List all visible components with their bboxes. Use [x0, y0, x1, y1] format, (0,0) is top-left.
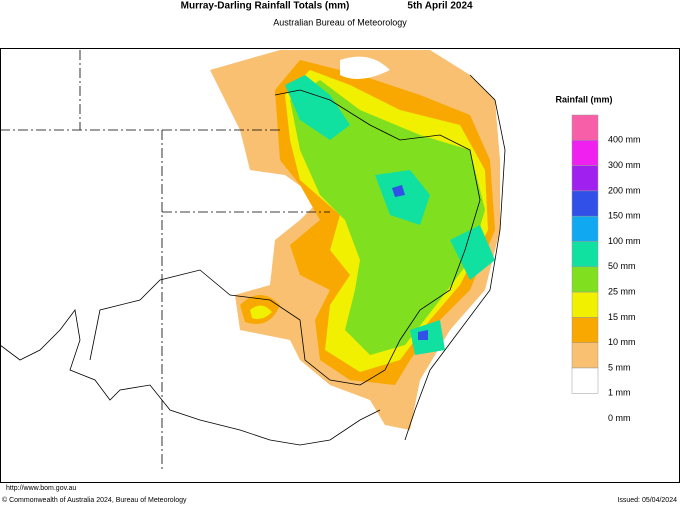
- legend-swatch: [571, 367, 599, 394]
- legend-swatch: [571, 140, 599, 166]
- legend-label: 1 mm: [608, 388, 631, 398]
- state-borders: [0, 50, 330, 470]
- zone-dry: [340, 56, 390, 79]
- url: http://www.bom.gov.au: [6, 485, 76, 492]
- zone-50mm: [285, 75, 495, 355]
- legend-swatch: [571, 114, 599, 141]
- zone-25mm: [290, 80, 485, 355]
- legend-label: 150 mm: [608, 211, 641, 221]
- legend-swatch: [571, 215, 599, 242]
- legend-label: 5 mm: [608, 362, 631, 372]
- legend-label: 100 mm: [608, 236, 641, 246]
- legend: 400 mm 300 mm 200 mm 150 mm 100 mm 50 mm 25 mm…: [571, 114, 641, 423]
- boundaries: [0, 50, 506, 470]
- legend-swatch: [571, 291, 599, 318]
- legend-title: Rainfall (mm): [555, 94, 612, 104]
- basin-outline: [89, 89, 481, 386]
- legend-label: 10 mm: [608, 337, 636, 347]
- legend-label: 200 mm: [608, 185, 641, 195]
- legend-label: 0 mm: [608, 413, 631, 423]
- legend-swatch: [571, 241, 599, 268]
- legend-swatch: [571, 342, 599, 369]
- rainfall-field: [210, 50, 500, 430]
- issued: Issued: 05/04/2024: [617, 497, 677, 504]
- title: Murray-Darling Rainfall Totals (mm): [181, 1, 350, 12]
- date: 5th April 2024: [407, 1, 473, 12]
- east-coast: [404, 74, 506, 441]
- legend-label: 50 mm: [608, 261, 636, 271]
- legend-swatch: [571, 266, 599, 293]
- legend-swatch: [571, 190, 599, 217]
- subtitle: Australian Bureau of Meteorology: [273, 17, 407, 27]
- zone-15mm-west: [250, 305, 272, 320]
- coastline: [0, 309, 381, 446]
- copyright: © Commonwealth of Australia 2024, Bureau…: [2, 496, 187, 504]
- legend-label: 25 mm: [608, 286, 636, 296]
- legend-swatch: [571, 317, 599, 343]
- legend-label: 15 mm: [608, 312, 636, 322]
- legend-swatch: [571, 165, 599, 192]
- legend-label: 300 mm: [608, 160, 641, 170]
- legend-label: 400 mm: [608, 135, 641, 145]
